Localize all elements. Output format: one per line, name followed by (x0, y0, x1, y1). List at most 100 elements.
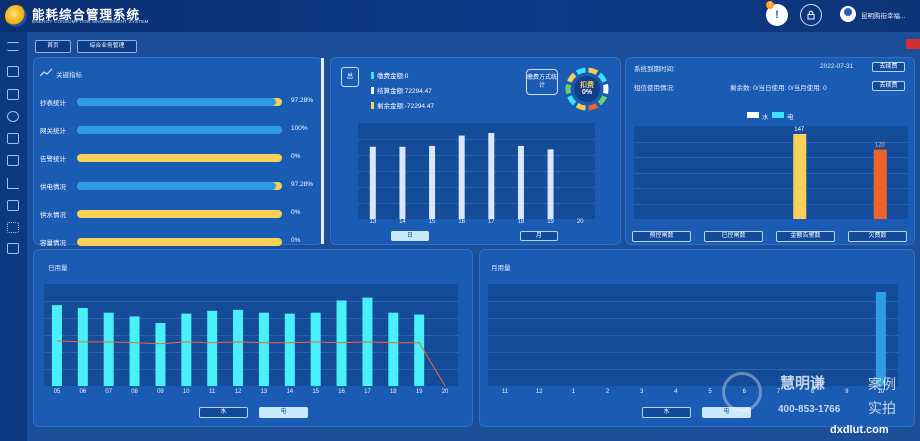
legend-water: 水 (762, 114, 769, 121)
monthly-x-label: 7 (776, 389, 781, 395)
system-stat-button[interactable]: 金额告警数 (776, 231, 835, 242)
fee-bar (399, 146, 406, 219)
kpi-bar (77, 182, 282, 190)
grid-line (488, 318, 898, 319)
system-stat-button[interactable]: 已控闸数 (704, 231, 763, 242)
daily-x-label: 17 (364, 389, 371, 395)
monthly-x-label: 3 (640, 389, 644, 395)
kpi-value: 97.28% (291, 97, 314, 104)
daily-bar (258, 312, 269, 386)
daily-x-label: 16 (338, 389, 345, 395)
kpi-bar (77, 210, 282, 218)
kpi-value: 0% (291, 209, 301, 216)
ring-segment (575, 67, 586, 75)
monitor-icon[interactable] (7, 133, 19, 144)
grid-line (634, 188, 908, 189)
alert-badge: 1 (766, 1, 774, 9)
user-avatar[interactable] (840, 6, 856, 22)
monthly-x-label: 5 (708, 389, 712, 395)
kpi-title: 关键指标 (56, 72, 82, 79)
monthly-tab-elec[interactable]: 电 (702, 407, 751, 418)
daily-bar (207, 310, 218, 386)
currency-icon[interactable] (7, 111, 19, 122)
grid-line (358, 171, 595, 172)
trend-icon (39, 68, 53, 77)
image-icon[interactable] (7, 66, 19, 77)
menu-list-icon[interactable] (7, 42, 19, 51)
download-icon[interactable] (7, 155, 19, 166)
fee-x-label: 15 (428, 219, 436, 225)
kpi-bar (77, 126, 282, 134)
fee-bar (429, 145, 436, 219)
renew-sms-button[interactable]: 去续费 (872, 81, 905, 91)
monthly-usage-panel: 月用量 11 12 1 2 3 4 5 6 7 8 9 10 水 电 (480, 250, 914, 426)
watermark-brand: 慧明谦 (780, 375, 826, 392)
grid-line (634, 204, 908, 205)
kpi-label: 告警统计 (40, 156, 66, 163)
ring-segment (588, 67, 599, 75)
daily-bar (51, 305, 62, 386)
ring-core (574, 76, 600, 102)
monthly-title: 月用量 (491, 265, 511, 272)
breadcrumb: 首页 综合业务管理 (27, 37, 920, 53)
daily-bar (310, 312, 321, 386)
panel-divider (321, 58, 324, 244)
daily-bar (388, 312, 399, 386)
daily-tab-water[interactable]: 水 (199, 407, 248, 418)
watermark-phone: 400-853-1766 (778, 404, 841, 415)
folder-icon[interactable] (7, 89, 19, 100)
fee-x-label: 13 (369, 219, 377, 225)
fee-remaining: 剩余金额:-72294.47 (371, 100, 434, 110)
fee-x-label: 18 (517, 219, 525, 225)
kpi-bar (77, 154, 282, 162)
grid-line (634, 157, 908, 158)
monthly-tab-water[interactable]: 水 (642, 407, 691, 418)
legend-elec: 电 (787, 114, 794, 121)
ring-segment (567, 95, 577, 106)
ring-segment (603, 84, 609, 94)
ring-segment (575, 103, 586, 111)
tab-day[interactable]: 日 (391, 231, 429, 241)
gallery-icon[interactable] (7, 243, 19, 254)
fee-balance: 缴费金额:0 (371, 70, 408, 80)
kpi-label: 供水情况 (40, 212, 66, 219)
lock-icon[interactable] (800, 4, 822, 26)
fee-x-label: 14 (399, 219, 406, 225)
system-bar (793, 134, 807, 219)
system-stat-button[interactable]: 欠费数 (848, 231, 907, 242)
fee-bar (547, 149, 554, 219)
daily-bar (103, 312, 114, 386)
tab-month[interactable]: 月 (520, 231, 558, 241)
close-tabs-button[interactable] (906, 39, 920, 49)
crumb-business[interactable]: 综合业务管理 (77, 40, 137, 53)
daily-x-label: 05 (53, 389, 61, 395)
renew-expire-button[interactable]: 去续费 (872, 62, 905, 72)
report-icon[interactable] (7, 200, 19, 211)
watermark-tag1: 案例 (868, 376, 896, 392)
daily-x-label: 10 (182, 389, 190, 395)
daily-tab-elec[interactable]: 电 (259, 407, 308, 418)
grid-line (488, 335, 898, 336)
monthly-x-label: 9 (845, 389, 849, 395)
line-chart-icon[interactable] (7, 178, 19, 189)
grid-line (488, 352, 898, 353)
grid-icon[interactable] (7, 222, 19, 233)
fee-x-label: 20 (576, 219, 584, 225)
kpi-bar (77, 98, 282, 106)
alert-icon[interactable]: ! (766, 4, 788, 26)
daily-x-label: 15 (312, 389, 320, 395)
system-stat-button[interactable]: 预控闸数 (632, 231, 691, 242)
logo (5, 5, 27, 27)
ring-segment (565, 84, 571, 94)
daily-x-label: 20 (441, 389, 449, 395)
fee-panel: 总 缴费金额:0 结算金额:72294.47 剩余金额:-72294.47 缴费… (331, 58, 620, 244)
monthly-x-label: 10 (877, 389, 885, 395)
monthly-x-label: 2 (605, 389, 610, 395)
daily-bar (129, 316, 140, 386)
grid-line (488, 369, 898, 370)
fee-bar (458, 135, 465, 219)
crumb-home[interactable]: 首页 (35, 40, 71, 53)
monthly-x-label: 12 (535, 389, 543, 395)
expire-date: 2022-07-31 (820, 63, 854, 70)
username[interactable]: 昆明购街幸福... (861, 13, 906, 20)
